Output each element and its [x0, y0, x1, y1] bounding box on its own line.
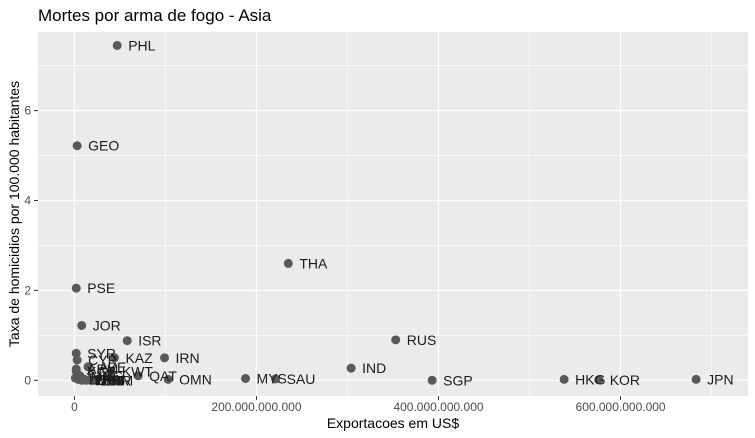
point-label: MNG — [91, 368, 124, 384]
point-label: PSE — [87, 280, 115, 296]
data-point — [109, 353, 119, 363]
y-tick-label: 6 — [24, 104, 31, 118]
point-label: QAT — [149, 368, 177, 384]
point-label: AZE — [99, 359, 126, 375]
data-point — [241, 373, 251, 383]
y-axis: 0 2 4 6 — [24, 104, 38, 387]
data-point — [77, 320, 87, 330]
data-point — [122, 336, 132, 346]
point-label: OMN — [179, 371, 212, 387]
data-point — [271, 374, 281, 384]
data-point — [133, 371, 143, 381]
point-label: JPN — [707, 371, 733, 387]
x-tick-label: 600.000.000.000 — [576, 400, 666, 414]
point-label: BRN — [95, 372, 125, 388]
point-label: CYP — [88, 352, 117, 368]
point-label: IND — [362, 360, 386, 376]
data-point — [88, 375, 98, 385]
y-tick-label: 4 — [24, 194, 31, 208]
point-label: LKA — [95, 371, 122, 387]
x-tick-label: 400.000.000.000 — [393, 400, 483, 414]
data-point — [72, 141, 82, 151]
point-label: KGZ — [87, 363, 116, 379]
data-point — [72, 355, 82, 365]
point-label: SGP — [443, 372, 473, 388]
point-label: KAZ — [125, 350, 153, 366]
point-label: ISR — [138, 333, 161, 349]
grid-lines — [38, 32, 748, 396]
point-label: TJK — [86, 370, 112, 386]
data-point — [83, 362, 93, 372]
chart-title: Mortes por arma de fogo - Asia — [38, 6, 272, 25]
point-label: BHR — [102, 372, 132, 388]
data-point — [163, 374, 173, 384]
point-label: KOR — [610, 372, 640, 388]
point-label: IRN — [176, 350, 200, 366]
point-label: GEO — [88, 138, 119, 154]
data-point — [691, 374, 701, 384]
point-label: SYR — [87, 345, 116, 361]
x-axis: 0 200.000.000.000 400.000.000.000 600.000.0… — [71, 396, 666, 414]
point-label: HKG — [575, 371, 605, 387]
point-label: UZB — [97, 372, 125, 388]
y-tick-label: 2 — [24, 283, 31, 297]
data-point — [559, 374, 569, 384]
data-point — [79, 375, 89, 385]
data-point — [594, 375, 604, 385]
y-axis-title: Taxa de homicidios por 100.000 habitante… — [6, 81, 22, 347]
point-label: RUS — [407, 332, 437, 348]
data-point — [391, 335, 401, 345]
y-tick-label: 0 — [24, 373, 31, 387]
x-tick-label: 200.000.000.000 — [211, 400, 301, 414]
data-point — [283, 258, 293, 268]
point-label: PHL — [128, 37, 155, 53]
point-label: THA — [299, 255, 328, 271]
data-point — [112, 40, 122, 50]
point-label: KWT — [122, 363, 154, 379]
data-point — [346, 363, 356, 373]
x-tick-label: 0 — [71, 400, 78, 414]
point-label: MYS — [257, 370, 287, 386]
data-point — [427, 375, 437, 385]
point-label: YEM — [93, 372, 123, 388]
data-point — [71, 283, 81, 293]
point-label: LBN — [89, 371, 116, 387]
data-point — [106, 366, 116, 376]
data-points — [70, 40, 701, 385]
data-point — [160, 353, 170, 363]
x-axis-title: Exportacoes em US$ — [327, 415, 459, 431]
point-label: SAU — [287, 371, 316, 387]
point-label: ARM — [87, 361, 118, 377]
point-label: TKM — [104, 372, 134, 388]
data-point — [71, 348, 81, 358]
point-label: JOR — [93, 317, 121, 333]
